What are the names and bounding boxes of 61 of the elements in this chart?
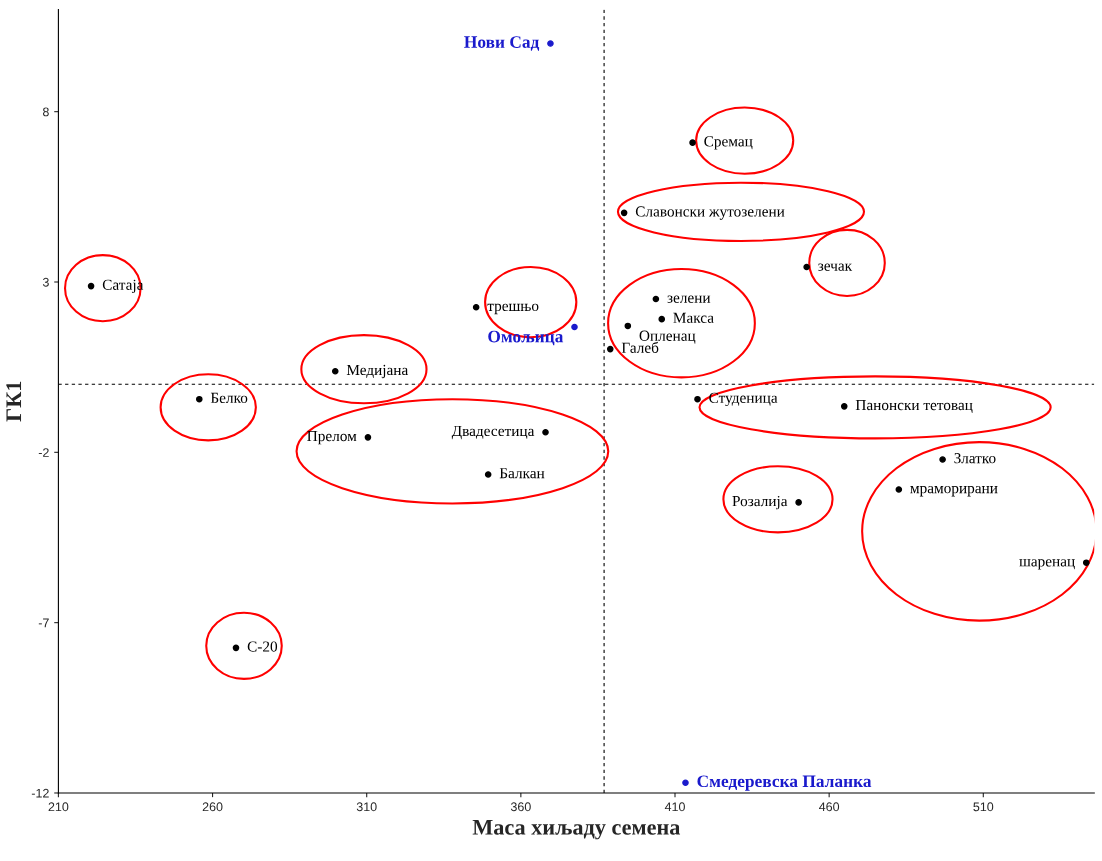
point bbox=[840, 403, 848, 410]
point bbox=[571, 323, 578, 331]
point bbox=[542, 428, 549, 436]
point bbox=[606, 345, 614, 353]
data-label: зечак bbox=[818, 263, 853, 271]
data-label: Опленац bbox=[639, 330, 696, 344]
data-label: трешњо bbox=[487, 303, 539, 315]
y-tick-label: 8 bbox=[42, 107, 49, 117]
data-label: Медијана bbox=[346, 364, 409, 379]
data-label: Нови Сад bbox=[464, 36, 540, 51]
y-tick-label: 3 bbox=[42, 277, 49, 287]
y-tick-label: -7 bbox=[38, 618, 49, 628]
point bbox=[472, 303, 480, 311]
data-label: Розалија bbox=[732, 495, 788, 510]
data-label: Балкан bbox=[499, 468, 545, 479]
point bbox=[232, 644, 240, 652]
data-label: С-20 bbox=[247, 641, 278, 652]
data-label: шаренац bbox=[1019, 559, 1075, 570]
point bbox=[196, 395, 203, 403]
data-label: Сремац bbox=[704, 136, 753, 150]
data-label: зелени bbox=[667, 295, 711, 303]
data-label: Славонски жутозелени bbox=[635, 206, 785, 220]
point bbox=[694, 395, 701, 403]
point bbox=[364, 434, 372, 441]
point bbox=[484, 471, 492, 478]
x-tick-label: 510 bbox=[973, 802, 994, 812]
x-axis-title: Маса хиљаду семена bbox=[472, 820, 681, 840]
point bbox=[652, 295, 660, 303]
point bbox=[895, 486, 903, 493]
point bbox=[547, 40, 554, 47]
y-axis-title: ГК1 bbox=[6, 381, 22, 422]
x-tick-label: 210 bbox=[48, 802, 69, 812]
data-label: Панонски тетовац bbox=[855, 400, 973, 413]
y-tick-label: -12 bbox=[31, 788, 49, 798]
x-tick-label: 360 bbox=[510, 802, 531, 812]
point bbox=[795, 499, 802, 506]
y-tick-label: -2 bbox=[38, 448, 49, 457]
data-label: мраморирани bbox=[910, 485, 998, 497]
data-label: Двадесетица bbox=[451, 425, 535, 440]
point bbox=[1082, 559, 1090, 566]
point bbox=[803, 263, 810, 271]
point bbox=[620, 209, 628, 217]
data-label: Макса bbox=[673, 312, 714, 323]
x-tick-label: 310 bbox=[356, 802, 377, 812]
point bbox=[331, 367, 339, 375]
data-label: Белко bbox=[210, 392, 248, 404]
data-label: Галеб bbox=[621, 341, 659, 353]
point bbox=[682, 779, 689, 787]
point bbox=[658, 315, 666, 323]
data-label: Студеница bbox=[709, 392, 778, 407]
data-label: Смедеревска Паланка bbox=[697, 775, 872, 791]
point bbox=[939, 456, 946, 463]
point bbox=[624, 322, 632, 330]
data-label: Златко bbox=[954, 453, 996, 464]
data-label: Прелом bbox=[307, 431, 357, 445]
x-tick-label: 410 bbox=[664, 802, 685, 812]
x-tick-label: 260 bbox=[202, 802, 223, 812]
x-tick-label: 460 bbox=[819, 802, 840, 812]
point bbox=[689, 139, 696, 146]
point bbox=[87, 282, 95, 290]
data-label: Омољица bbox=[488, 330, 564, 346]
